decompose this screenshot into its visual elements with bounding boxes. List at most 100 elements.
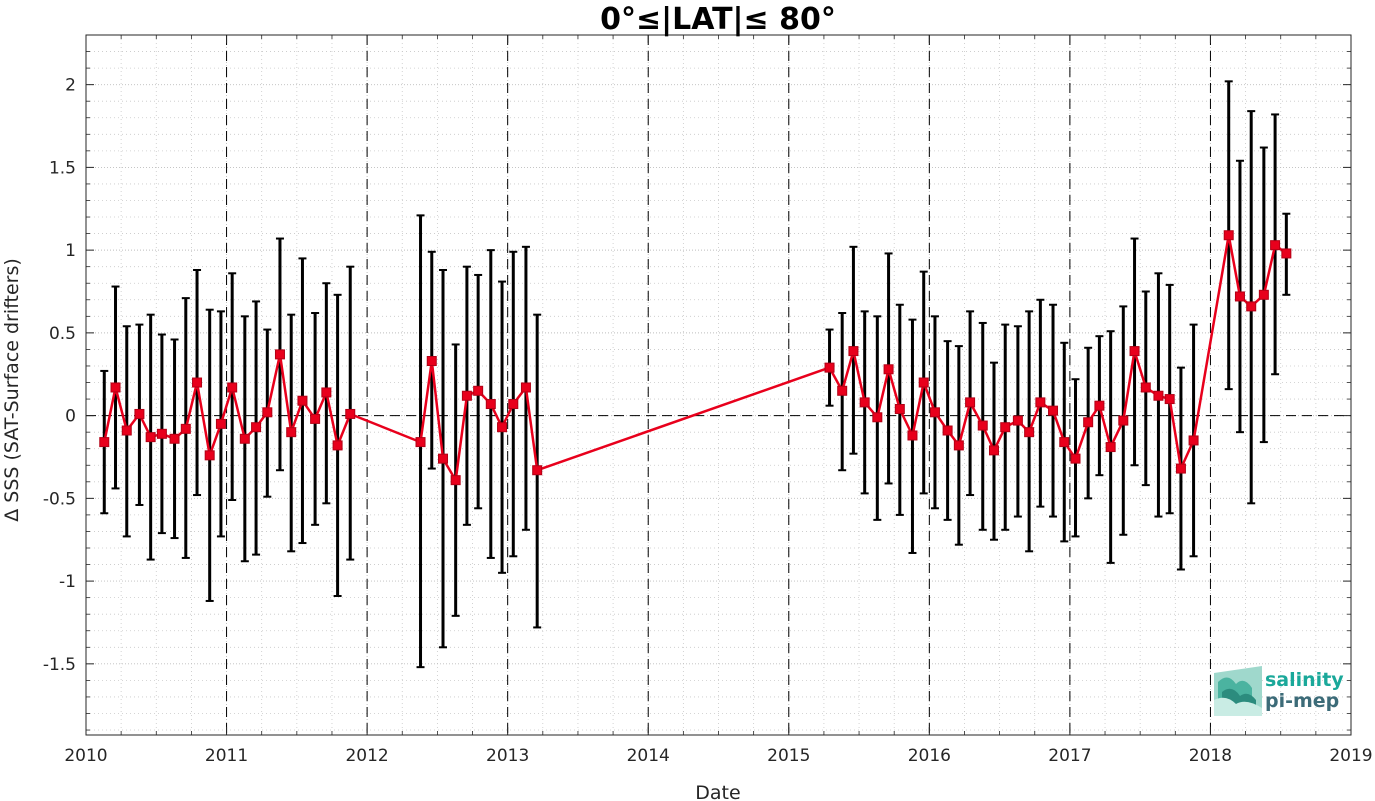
data-point-marker <box>180 423 191 434</box>
chart-title: 0°≤|LAT|≤ 80° <box>600 2 836 37</box>
data-point-marker <box>192 377 203 388</box>
data-point-marker <box>1270 240 1281 251</box>
data-point-marker <box>461 390 472 401</box>
data-point-marker <box>872 412 883 423</box>
wave-logo-icon <box>1214 666 1262 716</box>
data-point-marker <box>1223 230 1234 241</box>
data-point-marker <box>508 399 519 410</box>
series-markers <box>99 230 1292 486</box>
data-point-marker <box>1024 427 1035 438</box>
y-tick-labels: -1.5 -1 -0.5 0 0.5 1 1.5 2 <box>43 76 76 675</box>
x-tick-label: 2017 <box>1048 746 1091 766</box>
y-tick-label: 0 <box>65 407 76 427</box>
data-point-marker <box>156 428 167 439</box>
x-tick-label: 2010 <box>64 746 107 766</box>
data-point-marker <box>848 346 859 357</box>
data-point-marker <box>215 418 226 429</box>
data-point-marker <box>824 362 835 373</box>
data-point-marker <box>1129 346 1140 357</box>
x-tick-label: 2011 <box>205 746 248 766</box>
data-point-marker <box>942 425 953 436</box>
x-tick-label: 2015 <box>767 746 810 766</box>
data-point-marker <box>204 450 215 461</box>
y-tick-label: 2 <box>65 76 76 96</box>
data-point-marker <box>227 382 238 393</box>
data-point-marker <box>1188 435 1199 446</box>
data-point-marker <box>965 397 976 408</box>
data-point-marker <box>1048 405 1059 416</box>
y-tick-label: -1.5 <box>43 655 76 675</box>
y-tick-label: -1 <box>59 572 76 592</box>
x-tick-labels: 2010 2011 2012 2013 2014 2015 2016 2017 2018 2019 <box>64 746 1372 766</box>
data-point-marker <box>485 399 496 410</box>
logo-line-2: pi-mep <box>1265 690 1339 712</box>
data-point-marker <box>239 433 250 444</box>
x-tick-label: 2013 <box>486 746 529 766</box>
data-point-marker <box>907 430 918 441</box>
data-point-marker <box>883 364 894 375</box>
data-point-marker <box>532 465 543 476</box>
data-point-marker <box>1035 397 1046 408</box>
x-tick-label: 2016 <box>908 746 951 766</box>
data-point-marker <box>145 432 156 443</box>
data-point-marker <box>1281 248 1292 259</box>
data-point-marker <box>426 356 437 367</box>
data-point-marker <box>332 440 343 451</box>
data-point-marker <box>310 413 321 424</box>
data-point-marker <box>169 433 180 444</box>
salinity-pi-mep-logo: salinity pi-mep <box>1214 666 1344 716</box>
data-point-marker <box>929 407 940 418</box>
data-point-marker <box>1118 415 1129 426</box>
x-axis-label: Date <box>695 782 740 801</box>
axis-ticks <box>85 35 1352 735</box>
data-point-marker <box>274 349 285 360</box>
data-point-marker <box>1000 422 1011 433</box>
logo-line-1: salinity <box>1265 669 1344 691</box>
data-point-marker <box>297 395 308 406</box>
data-point-marker <box>99 437 110 448</box>
data-point-marker <box>894 403 905 414</box>
y-tick-label: 1.5 <box>49 158 76 178</box>
data-point-marker <box>953 440 964 451</box>
data-point-marker <box>286 427 297 438</box>
data-point-marker <box>977 420 988 431</box>
data-point-marker <box>110 382 121 393</box>
y-tick-label: -0.5 <box>43 489 76 509</box>
data-point-marker <box>837 385 848 396</box>
data-point-marker <box>473 385 484 396</box>
data-point-marker <box>1175 463 1186 474</box>
x-tick-label: 2012 <box>345 746 388 766</box>
data-point-marker <box>918 377 929 388</box>
data-point-marker <box>345 408 356 419</box>
data-point-marker <box>1258 289 1269 300</box>
data-point-marker <box>251 422 262 433</box>
data-point-marker <box>520 382 531 393</box>
data-point-marker <box>988 445 999 456</box>
data-point-marker <box>450 475 461 486</box>
y-tick-label: 1 <box>65 241 76 261</box>
x-tick-label: 2014 <box>627 746 670 766</box>
data-point-marker <box>1105 442 1116 453</box>
y-axis-label: Δ SSS (SAT-Surface drifters) <box>1 258 23 522</box>
data-point-marker <box>1164 394 1175 405</box>
data-point-marker <box>1246 301 1257 312</box>
data-point-marker <box>1012 415 1023 426</box>
data-point-marker <box>1083 417 1094 428</box>
y-tick-label: 0.5 <box>49 324 76 344</box>
data-point-marker <box>134 408 145 419</box>
data-point-marker <box>1140 382 1151 393</box>
data-point-marker <box>1234 291 1245 302</box>
data-point-marker <box>1070 453 1081 464</box>
data-point-marker <box>438 453 449 464</box>
data-point-marker <box>497 422 508 433</box>
data-point-marker <box>415 437 426 448</box>
year-dividers <box>226 35 1211 735</box>
data-point-marker <box>121 425 132 436</box>
x-tick-label: 2019 <box>1329 746 1372 766</box>
data-point-marker <box>1153 390 1164 401</box>
data-point-marker <box>321 387 332 398</box>
data-point-marker <box>859 397 870 408</box>
x-tick-label: 2018 <box>1189 746 1232 766</box>
minor-grid <box>86 35 1351 735</box>
